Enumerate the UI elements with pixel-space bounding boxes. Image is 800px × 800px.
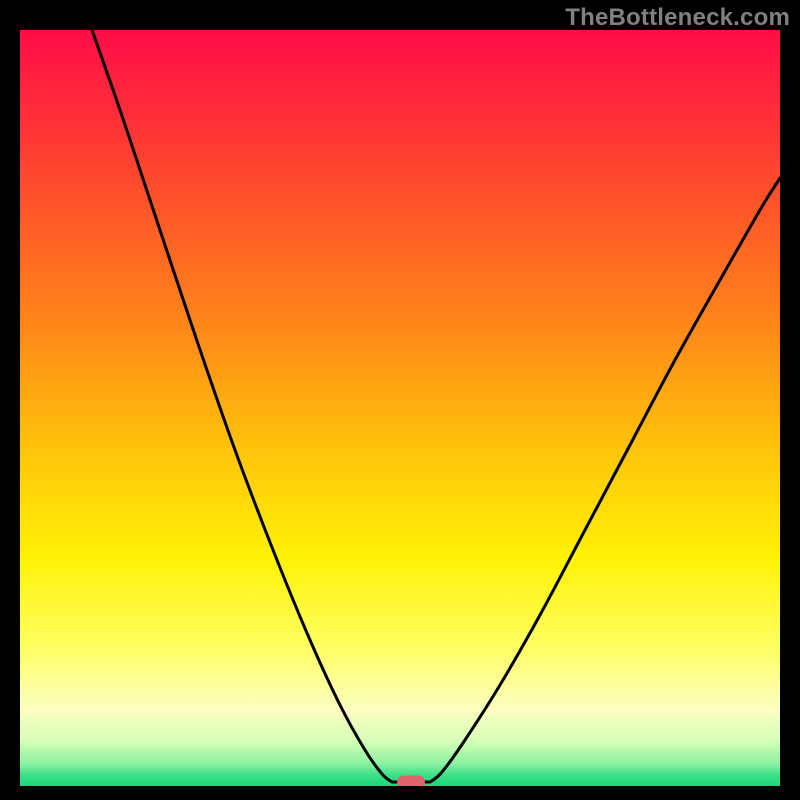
plot-background <box>20 30 780 786</box>
watermark-text: TheBottleneck.com <box>565 4 790 32</box>
chart-frame: TheBottleneck.com <box>0 0 800 800</box>
minimum-marker <box>397 776 425 789</box>
bottleneck-curve-plot <box>0 0 800 800</box>
